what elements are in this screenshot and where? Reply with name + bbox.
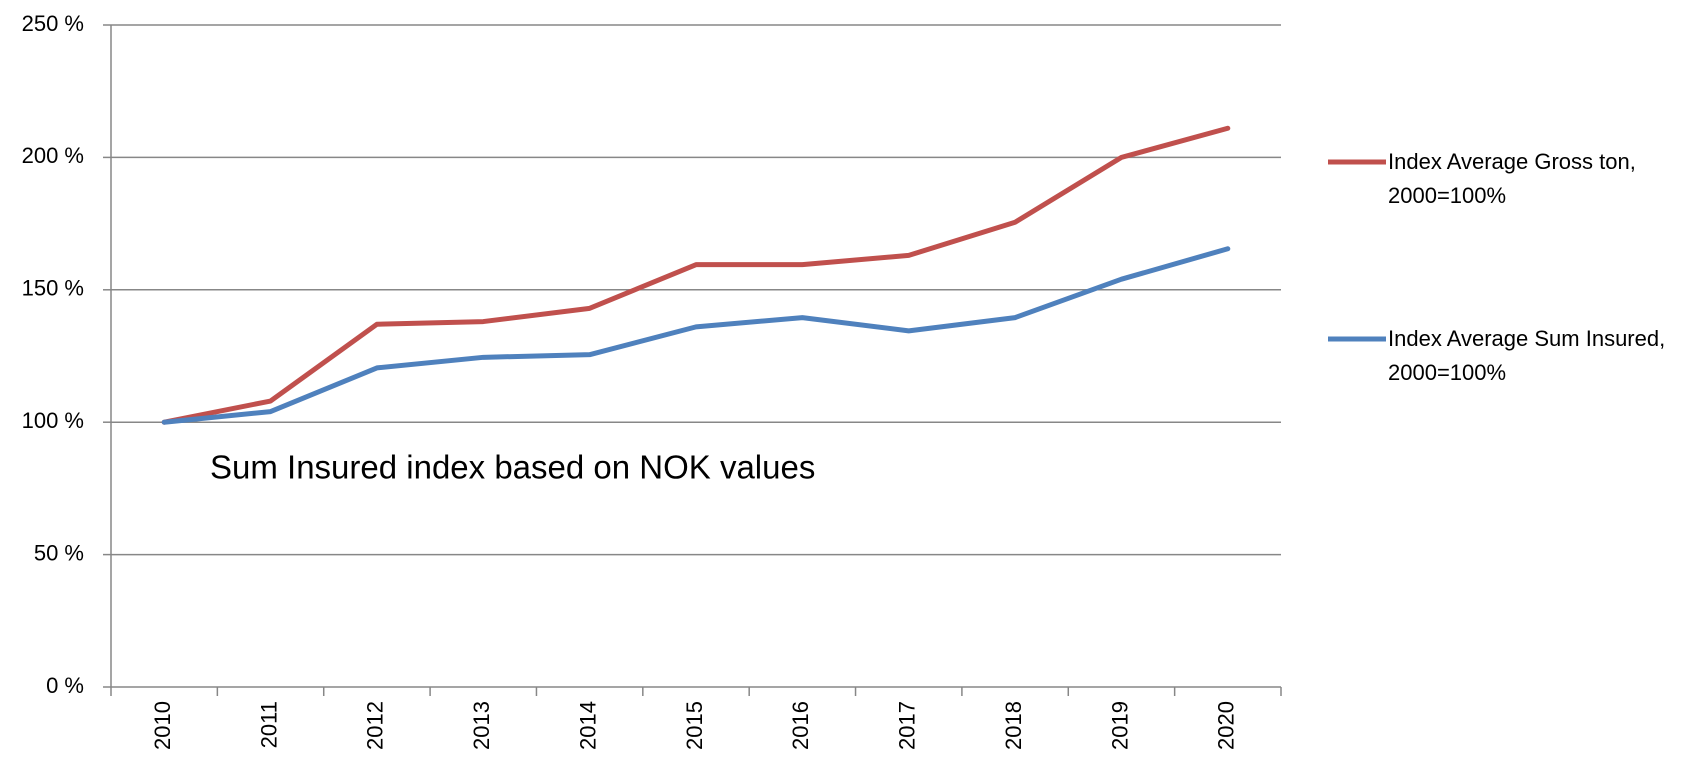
legend-label: Index Average Sum Insured, 2000=100% — [1388, 326, 1666, 385]
y-tick-label: 0 % — [46, 673, 84, 698]
legend-label: Index Average Gross ton, 2000=100% — [1388, 149, 1636, 208]
y-tick-label: 50 % — [34, 540, 84, 565]
x-tick-label: 2013 — [469, 701, 494, 750]
x-tick-label: 2017 — [895, 701, 920, 750]
line-series — [161, 125, 1231, 425]
y-tick-label: 200 % — [22, 143, 84, 168]
x-tick-label: 2012 — [363, 701, 388, 750]
y-tick-label: 250 % — [22, 11, 84, 36]
x-tick-label: 2010 — [150, 701, 175, 750]
annotation: Sum Insured index based on NOK values — [210, 449, 815, 486]
x-tick-label: 2019 — [1107, 701, 1132, 750]
x-tick-label: 2016 — [788, 701, 813, 750]
x-tick-label: 2011 — [256, 701, 281, 748]
x-tick-label: 2018 — [1001, 701, 1026, 750]
x-tick-label: 2014 — [575, 701, 600, 750]
y-tick-label: 100 % — [22, 408, 84, 433]
x-tick-label: 2015 — [682, 701, 707, 750]
line-series — [161, 246, 1231, 425]
x-tick-label: 2020 — [1214, 701, 1239, 750]
y-tick-label: 150 % — [22, 276, 84, 301]
